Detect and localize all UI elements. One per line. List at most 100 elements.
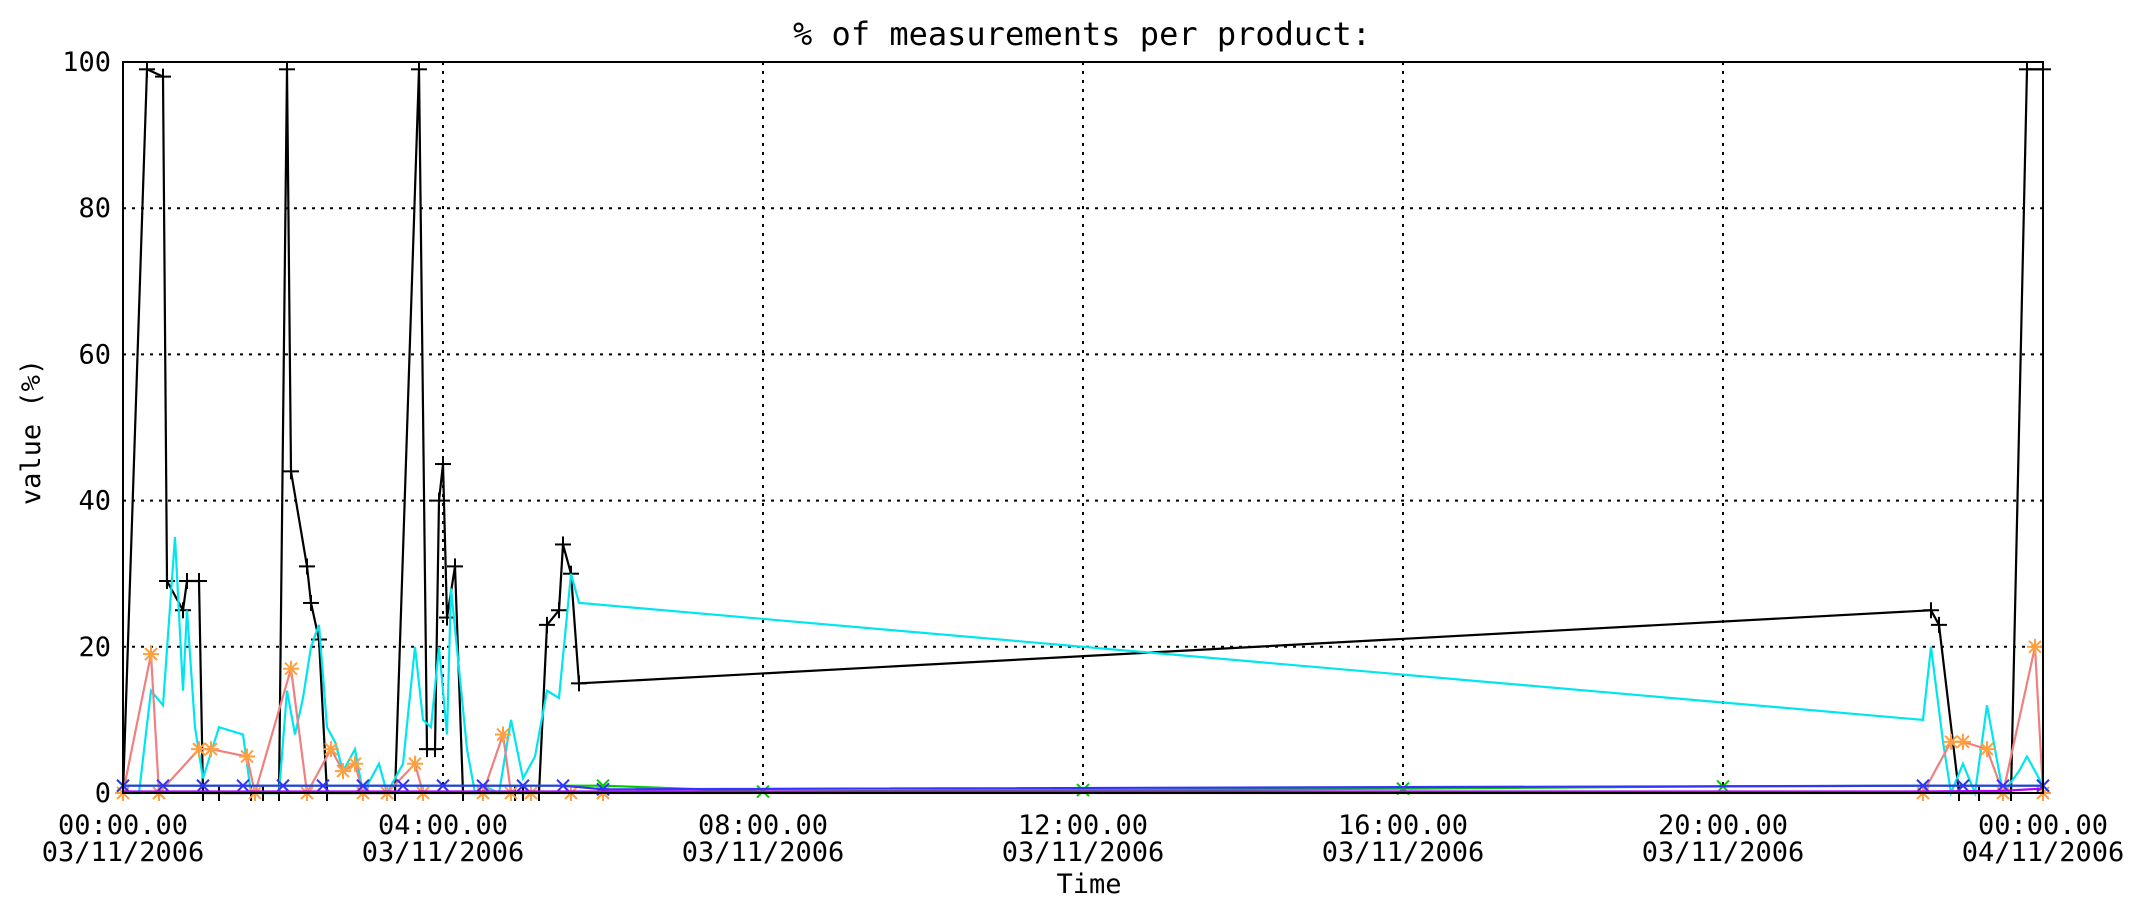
marker-stroke: [356, 778, 370, 793]
x-axis-label: Time: [1056, 869, 1121, 900]
marker-stroke: [196, 778, 210, 793]
data-point: [571, 675, 587, 692]
data-point: [2019, 61, 2035, 78]
data-point: [435, 456, 451, 473]
data-point: [143, 646, 159, 663]
series-4: [116, 778, 2050, 797]
x-tick-label-date: 03/11/2006: [1002, 837, 1165, 868]
x-tick-label-date: 04/11/2006: [1962, 837, 2125, 868]
data-point: [539, 616, 555, 633]
series-line: [123, 784, 2043, 791]
data-point: [139, 61, 155, 78]
x-axis-ticks: 00:00.0003/11/200604:00.0003/11/200608:0…: [42, 810, 2125, 868]
series-line: [123, 787, 2044, 793]
y-tick-label: 0: [95, 778, 111, 809]
data-point: [276, 778, 290, 793]
data-point: [1955, 733, 1971, 750]
marker-stroke: [1956, 735, 1970, 749]
data-point: [436, 778, 450, 793]
data-point: [203, 741, 219, 758]
x-tick-label-date: 03/11/2006: [42, 837, 205, 868]
marker-stroke: [324, 742, 338, 756]
data-point: [196, 778, 210, 793]
data-point: [316, 778, 330, 793]
marker-stroke: [496, 727, 510, 742]
marker-stroke: [476, 778, 490, 793]
data-point: [427, 741, 443, 758]
data-point: [283, 660, 299, 677]
x-tick-label-date: 03/11/2006: [682, 837, 845, 868]
marker-stroke: [1980, 742, 1994, 756]
x-tick-label-time: 04:00.00: [378, 810, 508, 841]
data-point: [495, 726, 511, 743]
y-axis-ticks: 0 20 40 60 80 100: [62, 47, 111, 809]
data-point: [299, 558, 315, 575]
x-tick-label-time: 00:00.00: [1978, 810, 2108, 841]
marker-stroke: [348, 757, 362, 771]
marker-stroke: [204, 742, 218, 756]
marker-stroke: [240, 749, 254, 764]
marker-stroke: [144, 647, 158, 661]
data-point: [175, 602, 191, 619]
data-point: [551, 602, 567, 619]
series-5: [123, 787, 2044, 793]
y-tick-label: 100: [62, 47, 111, 78]
marker-stroke: [192, 742, 206, 756]
data-point: [411, 61, 427, 78]
x-tick-label-date: 03/11/2006: [1322, 837, 1485, 868]
data-point: [555, 536, 571, 553]
data-point: [239, 748, 255, 765]
data-point: [303, 594, 319, 611]
data-point: [1076, 783, 1090, 797]
marker-stroke: [156, 778, 170, 793]
marker-stroke: [276, 778, 290, 793]
x-tick-label-date: 03/11/2006: [362, 837, 525, 868]
marker-stroke: [1956, 778, 1970, 793]
chart-title: % of measurements per product:: [793, 15, 1371, 53]
marker-stroke: [1076, 783, 1090, 797]
data-point: [407, 755, 423, 772]
data-point: [1956, 778, 1970, 793]
y-tick-label: 20: [78, 632, 111, 663]
data-point: [356, 778, 370, 793]
y-tick-label: 40: [78, 486, 111, 517]
marker-stroke: [336, 764, 350, 778]
data-point: [1979, 741, 1995, 758]
data-point: [347, 755, 363, 772]
data-point: [283, 463, 299, 480]
marker-stroke: [1944, 735, 1958, 749]
data-point: [156, 778, 170, 793]
marker-stroke: [436, 778, 450, 793]
data-point: [476, 778, 490, 793]
data-point: [1931, 616, 1947, 633]
marker-stroke: [556, 778, 570, 793]
x-tick-label-date: 03/11/2006: [1642, 837, 1805, 868]
marker-stroke: [2028, 640, 2042, 654]
data-point: [556, 778, 570, 793]
data-point: [2027, 638, 2043, 655]
marker-stroke: [236, 778, 250, 793]
data-point: [191, 741, 207, 758]
marker-stroke: [516, 778, 530, 793]
data-point: [323, 741, 339, 758]
data-point: [335, 763, 351, 780]
x-tick-label-time: 08:00.00: [698, 810, 828, 841]
marker-stroke: [396, 778, 410, 793]
series-1: [123, 537, 2044, 798]
x-tick-label-time: 12:00.00: [1018, 810, 1148, 841]
data-point: [236, 778, 250, 793]
plot-frame: [122, 61, 2044, 794]
marker-stroke: [316, 778, 330, 793]
data-point: [191, 573, 207, 590]
x-tick-label-time: 20:00.00: [1658, 810, 1788, 841]
data-point: [431, 492, 447, 509]
data-point: [396, 778, 410, 793]
marker-stroke: [1916, 778, 1930, 793]
y-tick-label: 80: [78, 193, 111, 224]
data-point: [439, 609, 455, 626]
series-line: [123, 537, 2044, 798]
data-point: [1923, 602, 1939, 619]
data-point: [155, 68, 171, 85]
y-axis-label: value (%): [16, 359, 47, 505]
